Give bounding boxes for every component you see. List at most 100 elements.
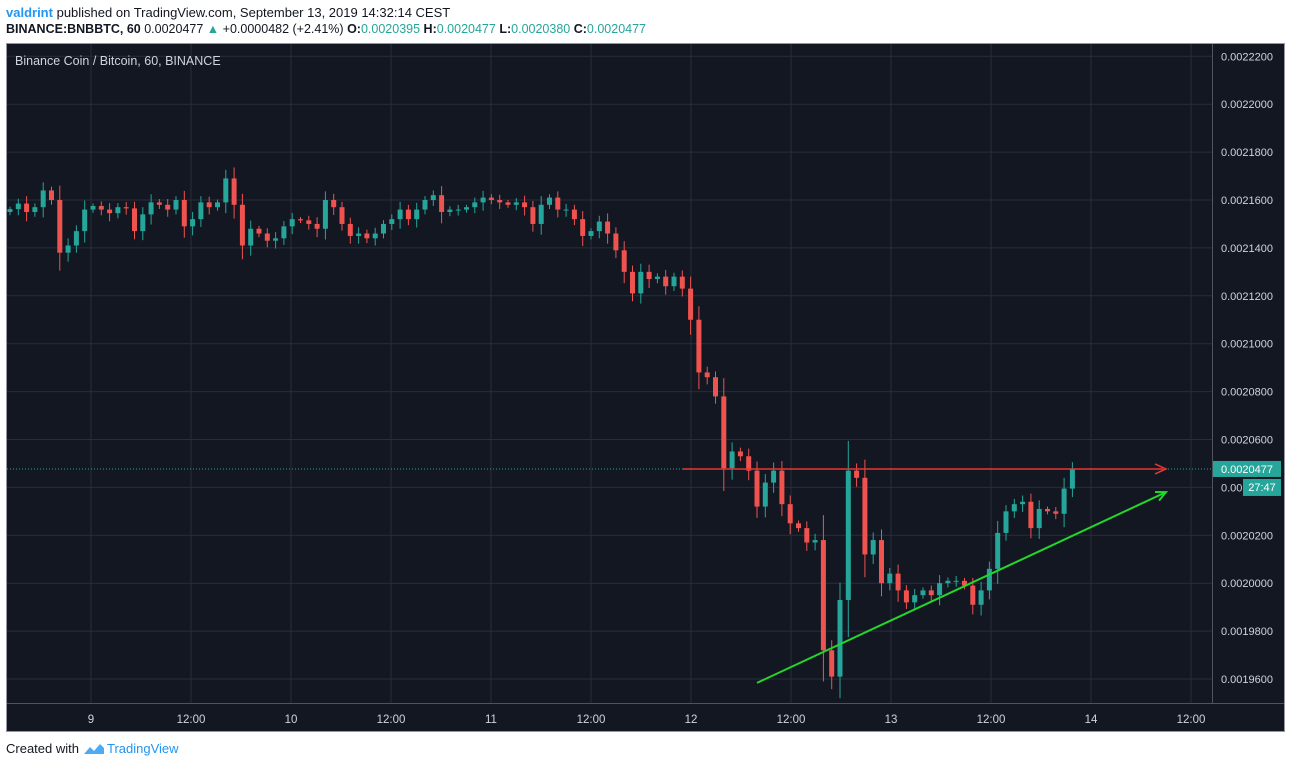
candle-body <box>688 288 694 320</box>
candle-body <box>887 573 893 584</box>
candle-body <box>107 209 113 214</box>
candle-body <box>962 580 967 586</box>
close-value: 0.0020477 <box>586 22 647 36</box>
candle-body <box>1036 508 1042 529</box>
symbol-info-bar: BINANCE:BNBBTC, 60 0.0020477 ▲ +0.000048… <box>6 21 646 38</box>
candle-body <box>945 580 951 584</box>
candle-body <box>40 190 46 208</box>
candle-body <box>248 228 254 246</box>
candle-body <box>845 470 851 600</box>
candle-body <box>729 451 735 469</box>
current-price-label: 0.0020477 <box>1221 464 1273 476</box>
candle-body <box>298 219 303 221</box>
candle-body <box>15 203 21 210</box>
candle-body <box>480 197 486 203</box>
created-with-text: Created with <box>6 741 79 756</box>
candle-body <box>132 208 137 232</box>
y-tick-label: 0.0020200 <box>1221 530 1273 542</box>
candle-body <box>762 482 768 507</box>
y-tick-label: 0.0021600 <box>1221 195 1273 207</box>
candle-body <box>796 523 801 529</box>
candle-body <box>381 223 386 234</box>
candle-body <box>356 233 362 236</box>
candle-body <box>704 372 710 378</box>
candle-body <box>555 197 561 210</box>
time-axis[interactable] <box>7 703 1284 731</box>
candle-body <box>455 209 461 211</box>
candle-body <box>513 202 519 205</box>
candle-body <box>165 204 171 210</box>
candle-body <box>970 585 976 605</box>
x-tick-label: 12:00 <box>177 714 206 726</box>
candle-body <box>273 238 279 241</box>
x-tick-label: 10 <box>285 714 298 726</box>
candle-body <box>812 540 818 543</box>
candle-body <box>787 504 793 524</box>
countdown-label: 27:47 <box>1248 482 1276 494</box>
candle-body <box>289 219 295 227</box>
publish-info: valdrint published on TradingView.com, S… <box>6 4 450 22</box>
candle-body <box>1061 488 1067 514</box>
candle-body <box>937 583 943 596</box>
candle-body <box>1045 508 1050 512</box>
candle-body <box>621 250 627 272</box>
candle-body <box>713 377 718 397</box>
candle-body <box>679 276 685 289</box>
candle-body <box>264 233 270 241</box>
last-price: 0.0020477 <box>144 22 204 36</box>
candle-body <box>140 214 146 232</box>
plot-area[interactable] <box>7 44 1212 703</box>
candle-body <box>538 204 544 224</box>
y-tick-label: 0.0019600 <box>1221 674 1273 686</box>
candle-body <box>530 207 536 224</box>
tradingview-link[interactable]: TradingView <box>83 741 179 756</box>
price-change: +0.0000482 (+2.41%) <box>222 22 344 36</box>
candle-body <box>1003 511 1009 533</box>
candle-body <box>721 396 727 469</box>
candle-body <box>405 209 411 220</box>
candle-body <box>820 540 826 651</box>
candle-body <box>571 209 577 220</box>
candle-body <box>190 219 196 227</box>
candle-body <box>879 540 884 584</box>
candle-body <box>563 209 569 211</box>
candle-body <box>472 202 478 208</box>
candle-body <box>430 195 436 200</box>
candle-body <box>696 319 702 373</box>
candle-body <box>397 209 403 220</box>
candle-body <box>181 200 187 227</box>
price-axis[interactable] <box>1212 44 1284 703</box>
open-value: 0.0020395 <box>360 22 421 36</box>
trendline-arrowhead-icon <box>1154 490 1169 502</box>
y-tick-label: 0.0020600 <box>1221 435 1273 447</box>
candle-body <box>895 573 901 591</box>
candle-body <box>32 207 38 212</box>
candle-body <box>215 202 220 208</box>
candle-body <box>439 195 445 212</box>
candle-body <box>920 590 926 596</box>
candle-body <box>754 470 760 507</box>
candle-body <box>148 202 154 215</box>
x-tick-label: 12 <box>685 714 698 726</box>
candle-body <box>928 590 934 596</box>
candle-body <box>547 197 552 205</box>
candle-body <box>223 178 229 203</box>
candle-body <box>912 595 918 603</box>
candle-body <box>829 650 835 677</box>
candle-body <box>953 580 959 582</box>
candle-body <box>98 205 104 210</box>
candle-body <box>771 470 777 483</box>
x-tick-label: 13 <box>885 714 898 726</box>
candle-body <box>613 233 619 251</box>
high-label: H: <box>423 22 437 36</box>
brand-label: TradingView <box>106 741 179 756</box>
y-tick-label: 0.0021400 <box>1221 243 1273 255</box>
candle-body <box>414 209 420 220</box>
symbol-label: BINANCE:BNBBTC, 60 <box>6 22 141 36</box>
author-link[interactable]: valdrint <box>6 5 53 20</box>
ascending-trendline[interactable] <box>756 491 1167 684</box>
resistance-arrowhead-icon <box>1154 463 1168 475</box>
tradingview-logo-icon <box>83 743 104 754</box>
candle-body <box>1028 501 1034 529</box>
